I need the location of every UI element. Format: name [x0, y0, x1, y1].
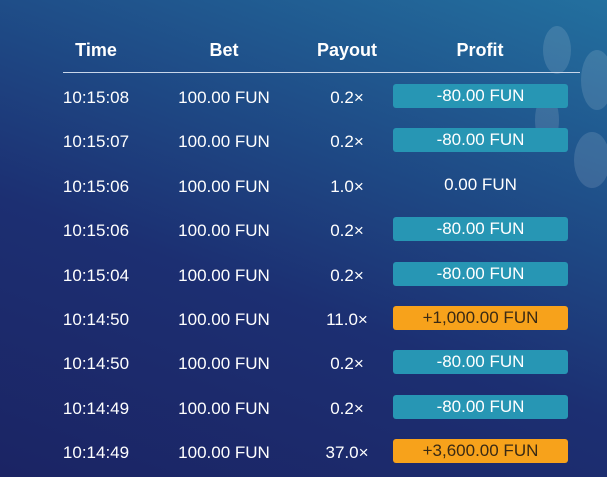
header-time: Time	[75, 40, 117, 60]
profit-badge: 0.00 FUN	[444, 174, 517, 194]
profit-badge: -80.00 FUN	[393, 350, 568, 375]
header-bet: Bet	[209, 40, 239, 60]
table-row: 10:14:49 100.00 FUN 37.0× +3,600.00 FUN	[0, 439, 607, 465]
profit-badge: -80.00 FUN	[393, 217, 568, 242]
profit-badge: +1,000.00 FUN	[393, 306, 568, 330]
bet-cell: 100.00 FUN	[178, 88, 270, 107]
payout-cell: 0.2×	[330, 88, 364, 107]
table-row: 10:15:06 100.00 FUN 0.2× -80.00 FUN	[0, 217, 607, 243]
table-row: 10:15:08 100.00 FUN 0.2× -80.00 FUN	[0, 84, 607, 110]
payout-cell: 0.2×	[330, 354, 364, 374]
time-cell: 10:14:49	[62, 398, 130, 418]
profit-badge: -80.00 FUN	[393, 84, 568, 108]
payout-cell: 0.2×	[330, 132, 364, 152]
payout-cell: 11.0×	[326, 310, 368, 329]
table-row: 10:14:50 100.00 FUN 0.2× -80.00 FUN	[0, 350, 607, 376]
payout-cell: 0.2×	[330, 221, 364, 241]
bet-cell: 100.00 FUN	[178, 354, 270, 374]
payout-cell: 37.0×	[325, 443, 369, 463]
table-row: 10:15:06 100.00 FUN 1.0× 0.00 FUN	[0, 173, 607, 199]
table-row: 10:15:04 100.00 FUN 0.2× -80.00 FUN	[0, 261, 607, 288]
header-profit: Profit	[456, 40, 504, 60]
time-cell: 10:15:07	[62, 132, 130, 152]
profit-badge: -80.00 FUN	[393, 261, 568, 286]
payout-cell: 0.2×	[330, 398, 364, 418]
time-cell: 10:15:06	[62, 221, 130, 241]
bet-cell: 100.00 FUN	[178, 443, 270, 463]
bet-cell: 100.00 FUN	[178, 176, 270, 196]
payout-cell: 1.0×	[330, 176, 364, 196]
header-payout: Payout	[316, 40, 377, 60]
table-row: 10:14:50 100.00 FUN 11.0× +1,000.00 FUN	[0, 306, 607, 332]
bet-cell: 100.00 FUN	[178, 398, 270, 418]
time-cell: 10:15:06	[62, 176, 130, 196]
profit-badge: -80.00 FUN	[393, 394, 568, 419]
time-cell: 10:14:49	[62, 443, 130, 463]
bet-cell: 100.00 FUN	[178, 310, 270, 329]
table-row: 10:14:49 100.00 FUN 0.2× -80.00 FUN	[0, 394, 607, 421]
bet-cell: 100.00 FUN	[178, 132, 270, 152]
time-cell: 10:14:50	[62, 354, 130, 374]
table-row: 10:15:07 100.00 FUN 0.2× -80.00 FUN	[0, 128, 607, 154]
header-divider	[63, 72, 580, 73]
bet-cell: 100.00 FUN	[178, 265, 270, 285]
profit-badge: +3,600.00 FUN	[393, 439, 568, 464]
time-cell: 10:15:04	[62, 265, 130, 285]
profit-badge: -80.00 FUN	[393, 128, 568, 153]
time-cell: 10:15:08	[62, 88, 130, 107]
payout-cell: 0.2×	[330, 265, 364, 285]
time-cell: 10:14:50	[62, 310, 130, 329]
bet-cell: 100.00 FUN	[178, 221, 270, 241]
